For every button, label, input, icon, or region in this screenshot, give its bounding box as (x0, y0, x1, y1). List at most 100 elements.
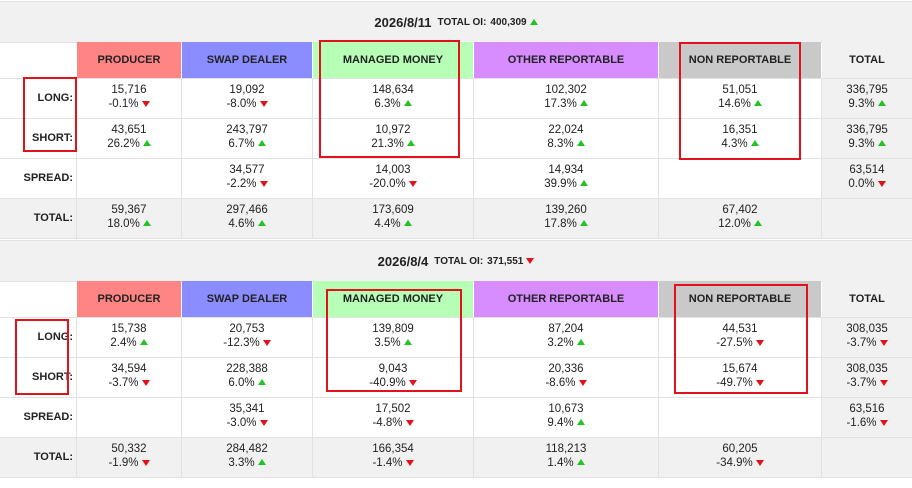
change-line: 18.0% (77, 217, 181, 231)
change-line: 12.0% (659, 217, 821, 231)
column-divider (473, 317, 474, 477)
change-line: -27.5% (659, 336, 821, 350)
cell-short-nonrep: 16,351 4.3% (659, 118, 821, 158)
report-title-bar: 2026/8/11 TOTAL OI: 400,309 (0, 1, 912, 43)
change-line: 6.3% (313, 97, 473, 111)
change-percent: 9.3% (848, 138, 875, 150)
change-line: -2.2% (182, 177, 312, 191)
cell-total-other: 118,213 1.4% (474, 437, 658, 477)
value: 148,634 (372, 84, 414, 96)
cell-spread-producer (77, 397, 181, 437)
change-percent: 9.3% (848, 98, 875, 110)
cell-total-other: 139,260 17.8% (474, 198, 658, 238)
row-label-long: LONG: (0, 317, 77, 357)
cell-long-managed: 139,809 3.5% (313, 317, 473, 357)
cell-short-managed: 10,972 21.3% (313, 118, 473, 158)
change-line: -1.4% (313, 456, 473, 470)
value: 118,213 (545, 443, 587, 455)
arrow-up-icon (142, 140, 151, 146)
row-label-total: TOTAL: (0, 198, 77, 238)
value: 67,402 (722, 204, 758, 216)
row-divider (0, 317, 912, 318)
arrow-down-icon (259, 420, 268, 426)
change-percent: -2.2% (226, 178, 257, 190)
row-label-long: LONG: (0, 78, 77, 118)
value: 102,302 (545, 84, 587, 96)
column-divider (312, 78, 313, 238)
arrow-up-icon (257, 220, 266, 226)
value: 59,367 (111, 204, 147, 216)
arrow-up-icon (576, 459, 585, 465)
row-divider (0, 238, 912, 239)
change-line: 3.5% (313, 336, 473, 350)
change-percent: -49.7% (716, 377, 753, 389)
value: 15,716 (111, 84, 147, 96)
change-line: -34.9% (659, 456, 821, 470)
change-percent: 6.0% (228, 377, 255, 389)
change-percent: 3.3% (228, 457, 255, 469)
change-line: -1.9% (77, 456, 181, 470)
header-producer: PRODUCER (77, 42, 181, 78)
arrow-down-icon (259, 101, 268, 107)
arrow-down-icon (259, 181, 268, 187)
change-line: 0.0% (822, 177, 912, 191)
change-percent: -3.0% (226, 417, 257, 429)
cell-short-producer: 43,651 26.2% (77, 118, 181, 158)
value: 22,024 (548, 124, 584, 136)
value: 297,466 (226, 204, 268, 216)
change-line: 1.4% (474, 456, 658, 470)
change-percent: -1.4% (372, 457, 403, 469)
column-divider (473, 78, 474, 238)
arrow-up-icon (877, 100, 886, 106)
cell-long-swap: 19,092 -8.0% (182, 78, 312, 118)
arrow-up-icon (753, 220, 762, 226)
change-percent: -8.0% (226, 98, 257, 110)
change-percent: -3.7% (108, 377, 139, 389)
change-line: -3.7% (822, 376, 912, 390)
highlight-box-label (15, 319, 69, 395)
value: 16,351 (722, 124, 758, 136)
total-oi-value: 400,309 (490, 16, 527, 28)
value: 228,388 (226, 363, 268, 375)
value: 308,035 (846, 363, 888, 375)
arrow-up-icon (403, 220, 412, 226)
change-percent: 18.0% (107, 218, 140, 230)
row-divider (0, 158, 912, 159)
change-line: 4.6% (182, 217, 312, 231)
arrow-up-icon (753, 100, 762, 106)
cell-spread-other: 10,673 9.4% (474, 397, 658, 437)
arrow-up-icon (579, 100, 588, 106)
change-line: -49.7% (659, 376, 821, 390)
total-oi-label: TOTAL OI: (437, 16, 487, 28)
row-divider (0, 118, 912, 119)
header-managed: MANAGED MONEY (313, 281, 473, 317)
value: 20,753 (229, 323, 265, 335)
cell-short-swap: 228,388 6.0% (182, 357, 312, 397)
value: 336,795 (846, 84, 888, 96)
arrow-up-icon (579, 220, 588, 226)
change-percent: 6.7% (228, 138, 255, 150)
cell-short-other: 22,024 8.3% (474, 118, 658, 158)
change-line: 3.2% (474, 336, 658, 350)
change-line: -1.6% (822, 416, 912, 430)
header-nonrep: NON REPORTABLE (659, 281, 821, 317)
change-line: -3.7% (822, 336, 912, 350)
value: 14,003 (375, 164, 411, 176)
arrow-down-icon (755, 380, 764, 386)
cell-short-managed: 9,043 -40.9% (313, 357, 473, 397)
arrow-down-icon (408, 380, 417, 386)
value: 63,516 (849, 403, 885, 415)
change-line: 39.9% (474, 177, 658, 191)
cell-total-managed: 173,609 4.4% (313, 198, 473, 238)
cell-long-total: 336,795 9.3% (822, 78, 912, 118)
header-swap: SWAP DEALER (182, 42, 312, 78)
value: 51,051 (722, 84, 758, 96)
arrow-down-icon (262, 340, 271, 346)
value: 19,092 (229, 84, 265, 96)
row-divider (0, 477, 912, 478)
cell-long-nonrep: 44,531 -27.5% (659, 317, 821, 357)
change-line: 6.0% (182, 376, 312, 390)
change-percent: 26.2% (107, 138, 140, 150)
arrow-up-icon (579, 180, 588, 186)
column-divider (76, 78, 77, 238)
